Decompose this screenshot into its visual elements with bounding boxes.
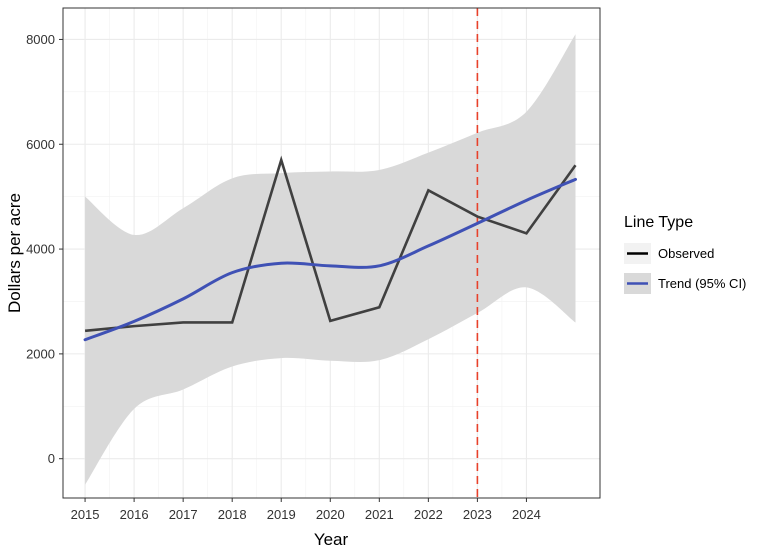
x-tick-label: 2021 [365, 507, 394, 522]
y-tick-label: 0 [48, 451, 55, 466]
legend: Line Type Observed Trend (95% CI) [624, 214, 746, 294]
x-tick-label: 2020 [316, 507, 345, 522]
legend-label-trend: Trend (95% CI) [658, 276, 746, 291]
x-tick-label: 2019 [267, 507, 296, 522]
y-tick-label: 2000 [26, 346, 55, 361]
x-tick-label: 2022 [414, 507, 443, 522]
y-tick-label: 6000 [26, 137, 55, 152]
x-tick-label: 2018 [218, 507, 247, 522]
x-axis-title: Year [314, 530, 349, 549]
x-tick-label: 2017 [169, 507, 198, 522]
confidence-band [85, 34, 576, 485]
x-tick-label: 2016 [120, 507, 149, 522]
legend-label-observed: Observed [658, 246, 714, 261]
y-axis: 0 2000 4000 6000 8000 [26, 32, 63, 466]
series-observed-line [84, 155, 577, 333]
x-tick-label: 2024 [512, 507, 541, 522]
y-axis-title: Dollars per acre [5, 193, 24, 313]
x-tick-label: 2023 [463, 507, 492, 522]
series-layer [83, 155, 577, 342]
x-tick-label: 2015 [71, 507, 100, 522]
x-axis: 2015 2016 2017 2018 2019 2020 2021 2022 2023 2024 [71, 498, 541, 522]
y-tick-label: 4000 [26, 242, 55, 257]
legend-title: Line Type [624, 214, 693, 231]
series-trend-line [83, 177, 577, 342]
y-tick-label: 8000 [26, 32, 55, 47]
plot-border [62, 7, 601, 499]
